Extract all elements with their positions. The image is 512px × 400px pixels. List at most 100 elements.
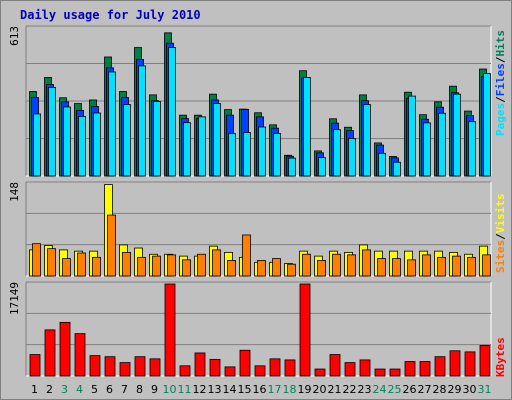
x-tick-label-day-31: 31	[478, 383, 492, 396]
panel-kbytes	[25, 281, 492, 377]
bar-kbytes-day-24	[374, 368, 386, 377]
bar-sites-day-17	[272, 258, 281, 277]
bar-sites-day-15	[242, 234, 251, 277]
bar-sites-day-21	[332, 253, 341, 277]
bar-pages-day-7	[123, 104, 131, 177]
bar-kbytes-day-12	[194, 352, 206, 377]
bar-sites-day-5	[92, 256, 101, 277]
bar-sites-day-29	[452, 255, 461, 277]
bar-kbytes-day-30	[464, 351, 476, 377]
bar-sites-day-16	[257, 260, 266, 277]
bar-pages-day-6	[108, 71, 116, 177]
bar-pages-day-27	[423, 122, 431, 177]
bar-pages-day-5	[93, 112, 101, 177]
bar-sites-day-20	[317, 260, 326, 277]
x-tick-label-day-1: 1	[31, 383, 38, 396]
bar-sites-day-3	[62, 258, 71, 277]
bar-pages-day-17	[273, 133, 281, 177]
bar-pages-day-22	[348, 138, 356, 177]
bar-kbytes-day-23	[359, 359, 371, 377]
bar-pages-day-23	[363, 104, 371, 177]
bar-pages-day-10	[168, 47, 176, 177]
legend-sites: Sites	[494, 240, 507, 273]
bar-kbytes-day-20	[314, 368, 326, 377]
x-tick-label-day-13: 13	[208, 383, 222, 396]
x-tick-label-day-11: 11	[178, 383, 192, 396]
x-tick-label-day-7: 7	[121, 383, 128, 396]
x-tick-label-day-30: 30	[463, 383, 477, 396]
bar-kbytes-day-28	[434, 356, 446, 377]
bar-kbytes-day-25	[389, 368, 401, 377]
bar-sites-day-8	[137, 256, 146, 277]
bar-kbytes-day-10	[164, 283, 176, 377]
x-tick-label-day-20: 20	[313, 383, 327, 396]
bar-sites-day-24	[377, 258, 386, 277]
bar-kbytes-day-5	[89, 355, 101, 377]
x-tick-label-day-23: 23	[358, 383, 372, 396]
bar-pages-day-11	[183, 122, 191, 177]
bar-sites-day-7	[122, 251, 131, 277]
bar-kbytes-day-7	[119, 362, 131, 377]
bar-pages-day-13	[213, 103, 221, 177]
y-max-label-kbytes: 17149	[8, 282, 21, 315]
x-tick-label-day-3: 3	[61, 383, 68, 396]
bar-sites-day-4	[77, 252, 86, 277]
x-tick-label-day-2: 2	[46, 383, 53, 396]
legend-hits: Hits	[494, 30, 507, 57]
x-tick-label-day-17: 17	[268, 383, 282, 396]
x-tick-label-day-12: 12	[193, 383, 207, 396]
bar-sites-day-30	[467, 256, 476, 277]
bar-kbytes-day-19	[299, 283, 311, 377]
x-tick-label-day-29: 29	[448, 383, 462, 396]
legend-separator: /	[494, 96, 507, 103]
legend-pages: Pages	[494, 103, 507, 136]
panel-hits-files-pages	[25, 25, 492, 177]
legend-visits-sites: Sites/Visits	[494, 194, 507, 274]
bar-sites-day-9	[152, 255, 161, 277]
x-tick-label-day-6: 6	[106, 383, 113, 396]
bar-pages-day-9	[153, 100, 161, 177]
bar-pages-day-1	[33, 113, 41, 177]
bar-kbytes-day-26	[404, 361, 416, 377]
x-tick-label-day-15: 15	[238, 383, 252, 396]
bar-kbytes-day-13	[209, 358, 221, 377]
bar-kbytes-day-1	[29, 354, 41, 377]
bar-kbytes-day-29	[449, 350, 461, 377]
bar-sites-day-10	[167, 254, 176, 277]
bar-sites-day-27	[422, 254, 431, 277]
bar-sites-day-23	[362, 249, 371, 277]
bar-pages-day-3	[63, 106, 71, 177]
legend-hits-files-pages: Pages/Files/Hits	[494, 30, 507, 136]
bar-kbytes-day-4	[74, 333, 86, 377]
x-tick-label-day-27: 27	[418, 383, 432, 396]
x-tick-label-day-21: 21	[328, 383, 342, 396]
bar-kbytes-day-17	[269, 358, 281, 377]
x-tick-label-day-14: 14	[223, 383, 237, 396]
bar-kbytes-day-31	[479, 345, 491, 377]
bar-sites-day-26	[407, 259, 416, 277]
legend-files: Files	[494, 63, 507, 96]
bar-pages-day-15	[243, 132, 251, 177]
y-max-label-hits: 613	[8, 26, 21, 46]
bar-pages-day-18	[288, 157, 296, 177]
bar-kbytes-day-16	[254, 365, 266, 377]
bar-kbytes-day-18	[284, 359, 296, 377]
bar-pages-day-31	[483, 73, 491, 177]
bar-pages-day-21	[333, 129, 341, 177]
bar-sites-day-13	[212, 249, 221, 277]
bar-sites-day-12	[197, 253, 206, 277]
bar-pages-day-26	[408, 95, 416, 177]
bar-sites-day-25	[392, 258, 401, 277]
bar-pages-day-20	[318, 157, 326, 177]
bar-kbytes-day-21	[329, 354, 341, 377]
bar-kbytes-day-11	[179, 365, 191, 377]
bar-kbytes-day-27	[419, 361, 431, 377]
chart-title: Daily usage for July 2010	[20, 8, 201, 22]
bar-sites-day-2	[47, 248, 56, 277]
bar-pages-day-30	[468, 121, 476, 177]
bar-kbytes-day-9	[149, 358, 161, 377]
bar-sites-day-19	[302, 253, 311, 277]
bar-kbytes-day-3	[59, 321, 71, 377]
legend-separator: /	[494, 56, 507, 63]
